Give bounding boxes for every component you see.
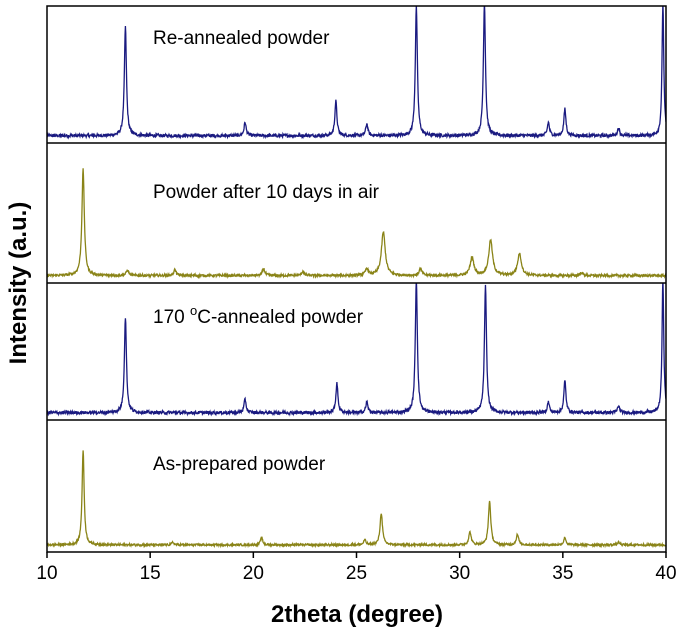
panel-label-text: As-prepared powder <box>153 454 326 475</box>
panel-1: Re-annealed powder <box>47 6 666 140</box>
panels: Re-annealed powder Powder after 10 days i… <box>47 6 666 549</box>
x-ticks: 10 15 20 25 30 35 40 <box>36 552 677 584</box>
x-tick-label: 15 <box>140 563 161 584</box>
x-tick-label: 25 <box>346 563 367 584</box>
panel-label-1: Re-annealed powder <box>153 28 330 49</box>
x-tick-label: 20 <box>243 563 264 584</box>
panel-4: As-prepared powder <box>47 450 666 549</box>
x-axis-title: 2theta (degree) <box>271 601 443 628</box>
x-tick-label: 40 <box>655 563 676 584</box>
plot-frame <box>46 5 667 553</box>
series-line-3 <box>47 283 666 417</box>
panel-label-text: 170 <box>153 307 190 328</box>
y-axis-title: Intensity (a.u.) <box>5 202 32 365</box>
x-tick-label: 10 <box>36 563 57 584</box>
x-tick-label: 30 <box>449 563 470 584</box>
panel-label-text: Re-annealed powder <box>153 28 330 49</box>
panel-2: Powder after 10 days in air <box>47 168 666 280</box>
series-line-1 <box>47 6 666 140</box>
panel-label-text: Powder after 10 days in air <box>153 182 380 203</box>
panel-label-4: As-prepared powder <box>153 454 326 475</box>
panel-label-3: 170 oC-annealed powder <box>153 303 364 328</box>
series-line-4 <box>47 450 666 549</box>
panel-label-2: Powder after 10 days in air <box>153 182 380 203</box>
plot-border <box>46 5 667 553</box>
x-tick-label: 35 <box>552 563 573 584</box>
panel-label-superscript: o <box>190 303 197 318</box>
panel-label-text-rest: C-annealed powder <box>197 307 364 328</box>
series-line-2 <box>47 168 666 280</box>
panel-3: 170 oC-annealed powder <box>47 283 666 417</box>
